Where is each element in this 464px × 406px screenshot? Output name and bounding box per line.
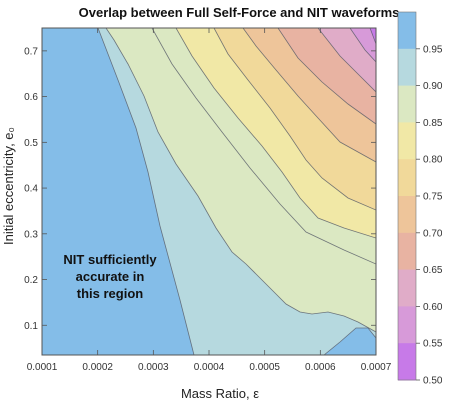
x-tick-label: 0.0005 [249, 362, 280, 373]
contour-line-2 [317, 28, 376, 93]
y-tick-label: 0.1 [24, 321, 38, 332]
contour-band-1 [350, 28, 376, 62]
annotation-line-3: this region [77, 286, 144, 301]
y-axis-label: Initial eccentricity, e₀ [1, 127, 16, 245]
contour-line-5 [213, 28, 376, 211]
x-tick-label: 0.0004 [194, 362, 225, 373]
colorbar-tick-label: 0.60 [423, 302, 443, 313]
contour-line-3 [277, 28, 376, 125]
y-axis: 0.1 0.2 0.3 0.4 0.5 0.6 0.7 [24, 46, 376, 332]
colorbar-tick-label: 0.50 [423, 376, 443, 387]
region-annotation: NIT sufficiently accurate in this region [63, 252, 157, 301]
contour-line-8 [105, 28, 376, 333]
y-tick-label: 0.5 [24, 138, 38, 149]
chart-title: Overlap between Full Self-Force and NIT … [79, 5, 400, 20]
y-tick-label: 0.4 [24, 184, 38, 195]
x-tick-label: 0.0001 [27, 362, 58, 373]
colorbar-segment [398, 85, 416, 123]
x-axis: 0.0001 0.0002 0.0003 0.0004 0.0005 0.0006 0.00… [27, 28, 392, 373]
y-tick-label: 0.7 [24, 46, 38, 57]
contour-line-0 [369, 28, 376, 45]
x-tick-label: 0.0007 [361, 362, 392, 373]
colorbar-segment [398, 269, 416, 307]
y-tick-label: 0.3 [24, 229, 38, 240]
colorbar-tick-label: 0.75 [423, 192, 443, 203]
colorbar-tick-label: 0.55 [423, 339, 443, 350]
colorbar-tick-label: 0.70 [423, 228, 443, 239]
contour-line-0.95-right [323, 327, 376, 355]
colorbar-segment [398, 196, 416, 234]
colorbar-segment [398, 48, 416, 87]
colorbar-segment [398, 159, 416, 197]
band-above-0.95-bottom-right [324, 328, 376, 355]
y-tick-label: 0.2 [24, 275, 38, 286]
colorbar-tick-label: 0.80 [423, 155, 443, 166]
colorbar-tick-label: 0.95 [423, 44, 443, 55]
contour-line-0.95-left [97, 28, 195, 355]
colorbar: 0.95 0.90 0.85 0.80 0.75 0.70 0.65 0.60 0.55 0.50 [397, 11, 443, 387]
colorbar-tick-label: 0.85 [423, 118, 443, 129]
x-axis-label: Mass Ratio, ε [181, 386, 259, 401]
x-tick-label: 0.0003 [138, 362, 169, 373]
colorbar-segment [398, 306, 416, 344]
colorbar-segment [398, 12, 416, 50]
band-above-0.95-left [42, 28, 194, 355]
annotation-line-1: NIT sufficiently [63, 252, 157, 267]
colorbar-segment [398, 122, 416, 160]
colorbar-segment [398, 232, 416, 271]
colorbar-tick-label: 0.90 [423, 81, 443, 92]
contour-line-6 [175, 28, 376, 239]
annotation-line-2: accurate in [76, 269, 145, 284]
x-tick-label: 0.0002 [82, 362, 113, 373]
contour-line-4 [242, 28, 376, 163]
plot-area [42, 28, 376, 355]
colorbar-segment [398, 343, 416, 381]
contour-line-7 [151, 28, 376, 265]
x-tick-label: 0.0006 [305, 362, 336, 373]
colorbar-tick-label: 0.65 [423, 265, 443, 276]
y-tick-label: 0.6 [24, 92, 38, 103]
contour-line-1 [349, 28, 376, 63]
